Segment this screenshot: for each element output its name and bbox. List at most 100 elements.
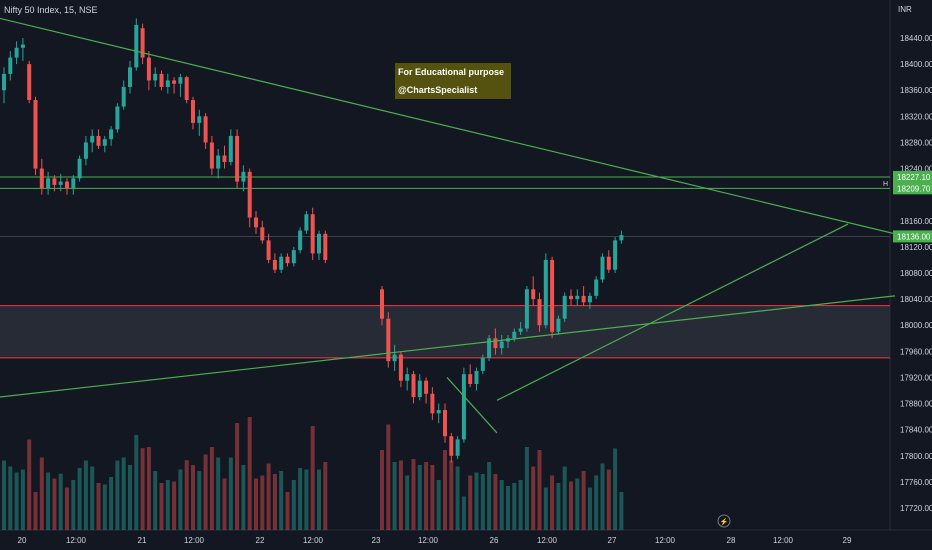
price-tick-17: 17720.00 bbox=[900, 504, 932, 513]
volume-bar-41 bbox=[260, 475, 265, 530]
candle-body-44 bbox=[279, 256, 284, 270]
volume-bar-18 bbox=[115, 460, 120, 530]
volume-bar-67 bbox=[474, 472, 479, 530]
candle-body-34 bbox=[216, 155, 221, 169]
candle-body-35 bbox=[222, 155, 227, 163]
candle-body-29 bbox=[184, 77, 189, 101]
time-tick-3: 12:00 bbox=[184, 536, 205, 545]
trendline-2 bbox=[496, 223, 849, 401]
volume-bar-32 bbox=[203, 454, 208, 530]
volume-bar-1 bbox=[8, 466, 13, 530]
time-tick-13: 12:00 bbox=[773, 536, 794, 545]
volume-bar-89 bbox=[613, 448, 618, 530]
price-tick-7: 18120.00 bbox=[900, 243, 932, 252]
price-label-0: 18227.10 bbox=[897, 173, 931, 182]
candle-body-22 bbox=[140, 28, 145, 58]
volume-bar-76 bbox=[531, 466, 536, 530]
candle-body-67 bbox=[474, 370, 479, 384]
volume-bar-79 bbox=[550, 475, 555, 530]
volume-bar-52 bbox=[380, 450, 384, 530]
volume-bar-11 bbox=[71, 480, 76, 530]
volume-bar-61 bbox=[436, 480, 441, 530]
candle-body-11 bbox=[71, 178, 76, 189]
candle-body-73 bbox=[512, 331, 517, 339]
note-author: @ChartsSpecialist bbox=[395, 81, 511, 99]
candle-body-27 bbox=[172, 80, 177, 84]
candle-body-45 bbox=[285, 256, 290, 264]
volume-bar-8 bbox=[52, 478, 57, 530]
price-tick-16: 17760.00 bbox=[900, 478, 932, 487]
volume-bar-86 bbox=[594, 475, 599, 530]
candle-body-24 bbox=[153, 73, 158, 81]
volume-bar-78 bbox=[543, 487, 548, 530]
candle-body-33 bbox=[209, 142, 214, 169]
price-tick-10: 18000.00 bbox=[900, 321, 932, 330]
volume-bar-37 bbox=[235, 423, 240, 530]
candle-body-48 bbox=[304, 214, 309, 231]
volume-bar-85 bbox=[587, 487, 592, 530]
volume-bar-51 bbox=[323, 462, 328, 530]
volume-bar-60 bbox=[430, 465, 435, 530]
candle-body-76 bbox=[531, 289, 536, 300]
volume-bar-84 bbox=[581, 471, 586, 530]
volume-bar-26 bbox=[165, 480, 170, 530]
volume-bar-23 bbox=[146, 447, 151, 530]
time-tick-5: 12:00 bbox=[303, 536, 324, 545]
volume-bar-34 bbox=[216, 457, 221, 530]
candle-body-51 bbox=[323, 233, 328, 260]
volume-bar-87 bbox=[600, 463, 605, 530]
volume-bar-6 bbox=[39, 457, 44, 530]
volume-bar-65 bbox=[461, 496, 466, 530]
volume-bar-3 bbox=[20, 469, 25, 530]
candle-body-49 bbox=[310, 214, 315, 254]
candle-body-17 bbox=[109, 129, 114, 140]
trendline-segment bbox=[446, 377, 498, 434]
volume-bar-53 bbox=[386, 424, 391, 530]
volume-bar-38 bbox=[241, 465, 246, 530]
time-tick-9: 12:00 bbox=[537, 536, 558, 545]
volume-bar-56 bbox=[405, 475, 410, 530]
candle-body-69 bbox=[487, 338, 492, 358]
volume-bar-50 bbox=[317, 469, 321, 530]
candle-body-30 bbox=[191, 100, 195, 123]
volume-bar-72 bbox=[506, 486, 510, 530]
volume-bar-5 bbox=[33, 492, 38, 530]
candle-body-64 bbox=[455, 439, 460, 456]
volume-bar-39 bbox=[247, 417, 252, 530]
volume-bar-43 bbox=[272, 474, 277, 530]
candle-body-81 bbox=[562, 295, 567, 319]
volume-bar-63 bbox=[449, 460, 454, 530]
candle-body-57 bbox=[411, 374, 416, 398]
volume-bar-64 bbox=[455, 466, 460, 530]
time-tick-12: 28 bbox=[727, 536, 736, 545]
volume-bar-49 bbox=[310, 426, 315, 530]
volume-bar-31 bbox=[197, 471, 202, 530]
candle-body-60 bbox=[430, 393, 435, 414]
candle-body-32 bbox=[203, 116, 208, 143]
volume-bar-20 bbox=[128, 465, 132, 530]
candle-body-43 bbox=[272, 259, 277, 270]
candle-body-56 bbox=[405, 374, 410, 381]
candle-body-61 bbox=[436, 410, 441, 414]
volume-bar-22 bbox=[140, 448, 145, 530]
volume-bar-59 bbox=[424, 462, 429, 530]
candle-body-6 bbox=[39, 168, 44, 189]
volume-bar-47 bbox=[298, 468, 303, 530]
volume-bar-25 bbox=[159, 483, 164, 530]
price-label-box-1 bbox=[893, 182, 932, 195]
lightning-glyph: ⚡ bbox=[720, 517, 729, 526]
volume-bar-62 bbox=[443, 450, 447, 530]
time-tick-7: 12:00 bbox=[418, 536, 439, 545]
candle-body-54 bbox=[392, 354, 397, 362]
candle-body-19 bbox=[121, 86, 126, 107]
candle-body-9 bbox=[58, 181, 63, 185]
candle-body-25 bbox=[159, 73, 164, 87]
candle-body-84 bbox=[581, 295, 586, 303]
trendline-1 bbox=[0, 295, 896, 398]
candle-body-71 bbox=[499, 341, 504, 349]
candle-body-47 bbox=[298, 230, 303, 251]
candle-body-13 bbox=[83, 142, 88, 159]
price-tick-1: 18400.00 bbox=[900, 60, 932, 69]
currency-label: INR bbox=[898, 5, 912, 14]
candle-body-74 bbox=[518, 328, 523, 332]
